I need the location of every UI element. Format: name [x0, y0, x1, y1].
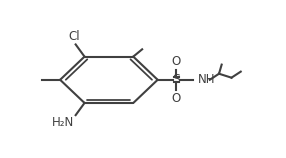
Text: Cl: Cl	[69, 30, 80, 43]
Text: O: O	[172, 92, 181, 105]
Text: H₂N: H₂N	[52, 116, 75, 129]
Text: O: O	[172, 55, 181, 68]
Text: S: S	[172, 73, 180, 86]
Text: NH: NH	[198, 73, 215, 86]
